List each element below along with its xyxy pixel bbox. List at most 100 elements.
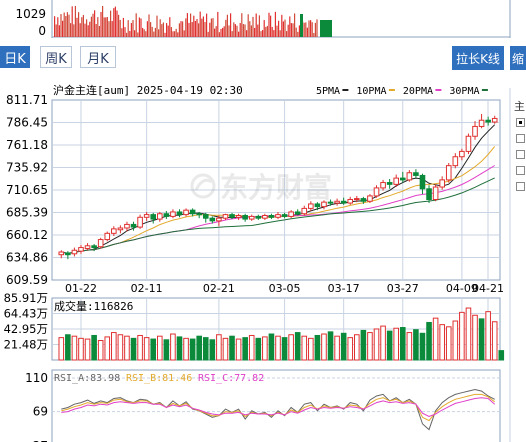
- volume-bar-up: [78, 337, 84, 361]
- top-strip-bar: [186, 13, 188, 37]
- volume-bar-up: [445, 326, 452, 361]
- indicator-checkbox-5[interactable]: [516, 182, 525, 191]
- indicator-checkbox-3[interactable]: [516, 150, 525, 159]
- top-strip-bar: [225, 19, 227, 37]
- top-strip-bar: [73, 24, 75, 37]
- top-strip-bar: [215, 26, 217, 37]
- top-strip-bar: [270, 15, 272, 38]
- top-strip-bar: [244, 24, 246, 37]
- top-strip-bar: [78, 12, 80, 37]
- extend-kline-button[interactable]: 拉长K线: [452, 46, 504, 70]
- top-strip-bar: [130, 22, 132, 37]
- top-strip-bar: [102, 5, 104, 38]
- candle-down: [294, 211, 301, 215]
- top-strip-bar: [286, 31, 288, 37]
- top-strip-bar: [159, 19, 161, 37]
- ma-legend-label: 10PMA: [356, 86, 386, 97]
- top-strip-bar: [63, 12, 65, 38]
- price-tick-label: 710.65: [6, 183, 48, 197]
- top-strip-bar: [265, 26, 267, 37]
- price-tick-label: 609.59: [6, 273, 48, 287]
- top-strip-bar: [209, 22, 211, 37]
- ma30-line: [61, 177, 495, 254]
- price-tick-label: 735.92: [6, 160, 48, 174]
- top-strip-bar: [287, 24, 289, 37]
- candle-up: [222, 214, 229, 219]
- candle-up: [156, 213, 163, 220]
- rsi-lines: [61, 388, 496, 431]
- top-strip-bar: [162, 22, 164, 37]
- top-strip-bar: [320, 20, 332, 37]
- candle-down: [130, 223, 137, 228]
- top-strip-bar: [231, 31, 233, 37]
- rsi-grid: [52, 377, 500, 413]
- candle-down: [229, 214, 235, 218]
- date-tick-label: 03-17: [328, 282, 360, 295]
- volume-bar-up: [58, 337, 65, 361]
- top-strip-bar: [220, 28, 222, 37]
- shrink-kline-button[interactable]: 缩: [510, 46, 526, 70]
- tab-weekly-k[interactable]: 周K: [40, 46, 72, 68]
- candle-down: [189, 209, 196, 215]
- top-strip-bar: [233, 22, 235, 37]
- candle-up: [124, 223, 130, 229]
- top-strip-bar: [279, 30, 281, 37]
- indicator-checkbox-1[interactable]: [516, 118, 525, 127]
- top-strip-bar: [294, 13, 296, 37]
- top-strip-bar: [156, 15, 158, 37]
- top-strip-bar: [262, 30, 264, 37]
- volume-bar-up: [354, 334, 360, 361]
- volume-header: 成交量:116826: [54, 299, 133, 313]
- tab-daily-k[interactable]: 日K: [0, 46, 30, 68]
- top-strip-bar: [138, 17, 140, 37]
- indicator-checkbox-4[interactable]: [516, 166, 525, 175]
- rsi-tick-label: 69: [33, 405, 48, 419]
- volume-bar-down: [65, 334, 71, 361]
- top-strip-bar: [174, 31, 176, 37]
- top-strip-bar: [303, 22, 305, 37]
- indicator-checkbox-2[interactable]: [516, 134, 525, 143]
- top-strip-bar: [110, 10, 112, 37]
- volume-bars: [58, 307, 505, 361]
- top-strip-bar: [126, 32, 128, 37]
- candle-up: [58, 251, 65, 256]
- volume-bar-up: [321, 333, 327, 361]
- candle-up: [183, 209, 189, 216]
- volume-bar-up: [439, 324, 445, 361]
- top-strip-bar: [74, 5, 76, 37]
- candle-up: [248, 215, 255, 220]
- rsi-a-label: RSI_A:83.98: [54, 373, 120, 384]
- top-strip-bar: [198, 23, 200, 37]
- top-strip-bar: [298, 25, 300, 37]
- top-strip-zero-label: 0: [38, 24, 46, 38]
- top-strip-bar: [290, 23, 292, 37]
- rsi-c-label: RSI_C:77.82: [198, 373, 264, 384]
- candle-up: [321, 201, 327, 208]
- volume-bar-down: [327, 331, 334, 361]
- top-strip-bar: [121, 28, 123, 37]
- candle-down: [360, 198, 367, 202]
- volume-bar-down: [255, 337, 262, 361]
- date-tick-label: 03-05: [269, 282, 301, 295]
- candle-up: [445, 165, 452, 181]
- volume-bar-up: [222, 337, 229, 361]
- price-tick-label: 685.39: [6, 205, 48, 219]
- rsi-panel-frame: [51, 369, 501, 442]
- top-strip-bar: [289, 16, 291, 37]
- top-strip-bar: [87, 25, 89, 37]
- top-strip-bar: [175, 28, 177, 37]
- volume-bar-down: [130, 337, 137, 361]
- tab-monthly-k[interactable]: 月K: [80, 46, 116, 68]
- candle-up: [334, 200, 340, 204]
- top-strip-bar: [214, 28, 216, 37]
- volume-bar-up: [347, 337, 354, 361]
- volume-bar-up: [288, 334, 294, 361]
- candle-up: [347, 198, 354, 204]
- top-strip-bar: [300, 14, 303, 37]
- top-strip-bar: [271, 26, 273, 37]
- volume-bar-up: [235, 338, 242, 361]
- volume-bar-up: [117, 334, 124, 361]
- price-tick-label: 660.12: [6, 228, 48, 242]
- top-strip-bar: [172, 31, 174, 37]
- top-strip-bar: [258, 15, 260, 37]
